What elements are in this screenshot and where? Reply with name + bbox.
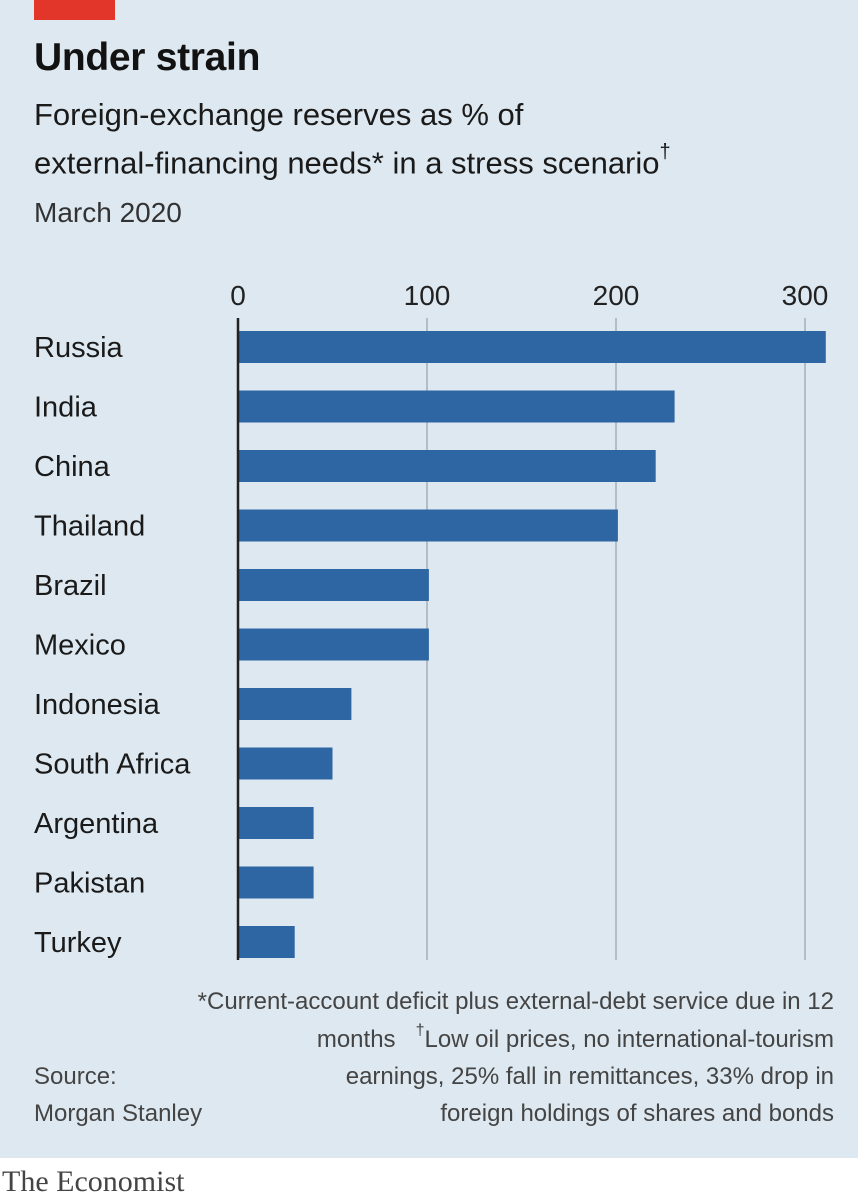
bar-thailand: [238, 509, 618, 542]
brand-red-tag: [34, 0, 115, 20]
chart-title: Under strain: [34, 36, 261, 79]
footnote-line2-end: Low oil prices, no international-tourism: [424, 1026, 834, 1053]
category-label-mexico: Mexico: [34, 630, 126, 662]
bar-brazil: [238, 569, 429, 601]
category-label-argentina: Argentina: [34, 808, 159, 840]
category-label-turkey: Turkey: [34, 927, 122, 959]
bar-russia: [238, 331, 826, 363]
category-label-indonesia: Indonesia: [34, 689, 161, 721]
subtitle-line2-text: external-financing needs* in a stress sc…: [34, 145, 660, 181]
bar-india: [238, 390, 675, 423]
footnote-line2-start: months: [316, 1026, 396, 1053]
category-label-india: India: [34, 392, 98, 424]
footnote-line2: months †Low oil prices, no international…: [316, 1022, 834, 1054]
footnote-line3: earnings, 25% fall in remittances, 33% d…: [345, 1063, 834, 1090]
x-tick-label-300: 300: [782, 280, 829, 311]
source-name: Morgan Stanley: [34, 1100, 203, 1127]
bar-south-africa: [238, 747, 333, 780]
chart-subtitle-line1: Foreign-exchange reserves as % of: [34, 97, 524, 132]
source-label: Source:: [34, 1063, 117, 1090]
category-label-pakistan: Pakistan: [34, 868, 145, 900]
category-label-thailand: Thailand: [34, 511, 145, 543]
category-label-south-africa: South Africa: [34, 749, 191, 781]
subtitle-dagger-mark: †: [659, 141, 671, 163]
x-tick-label-200: 200: [593, 280, 640, 311]
footnote-line1: *Current-account deficit plus external-d…: [197, 988, 834, 1015]
footnote-line4: foreign holdings of shares and bonds: [440, 1100, 834, 1127]
bar-chart: 0 100 200 300 Russia India China Thailand Brazil…: [34, 280, 829, 960]
chart-subtitle-line2: external-financing needs* in a stress sc…: [34, 141, 671, 181]
bar-pakistan: [238, 866, 314, 899]
footnote-dagger-mark: †: [415, 1022, 425, 1039]
category-label-russia: Russia: [34, 332, 124, 364]
bar-china: [238, 450, 656, 482]
bar-mexico: [238, 628, 429, 661]
bar-turkey: [238, 926, 295, 958]
bar-argentina: [238, 807, 314, 839]
x-tick-label-0: 0: [230, 280, 246, 311]
category-label-brazil: Brazil: [34, 570, 107, 602]
chart-date: March 2020: [34, 197, 182, 228]
bar-indonesia: [238, 688, 352, 720]
x-tick-label-100: 100: [404, 280, 451, 311]
category-label-china: China: [34, 451, 111, 483]
chart-panel: Under strain Foreign-exchange reserves a…: [0, 0, 858, 1158]
publisher-logo: The Economist: [2, 1165, 185, 1198]
